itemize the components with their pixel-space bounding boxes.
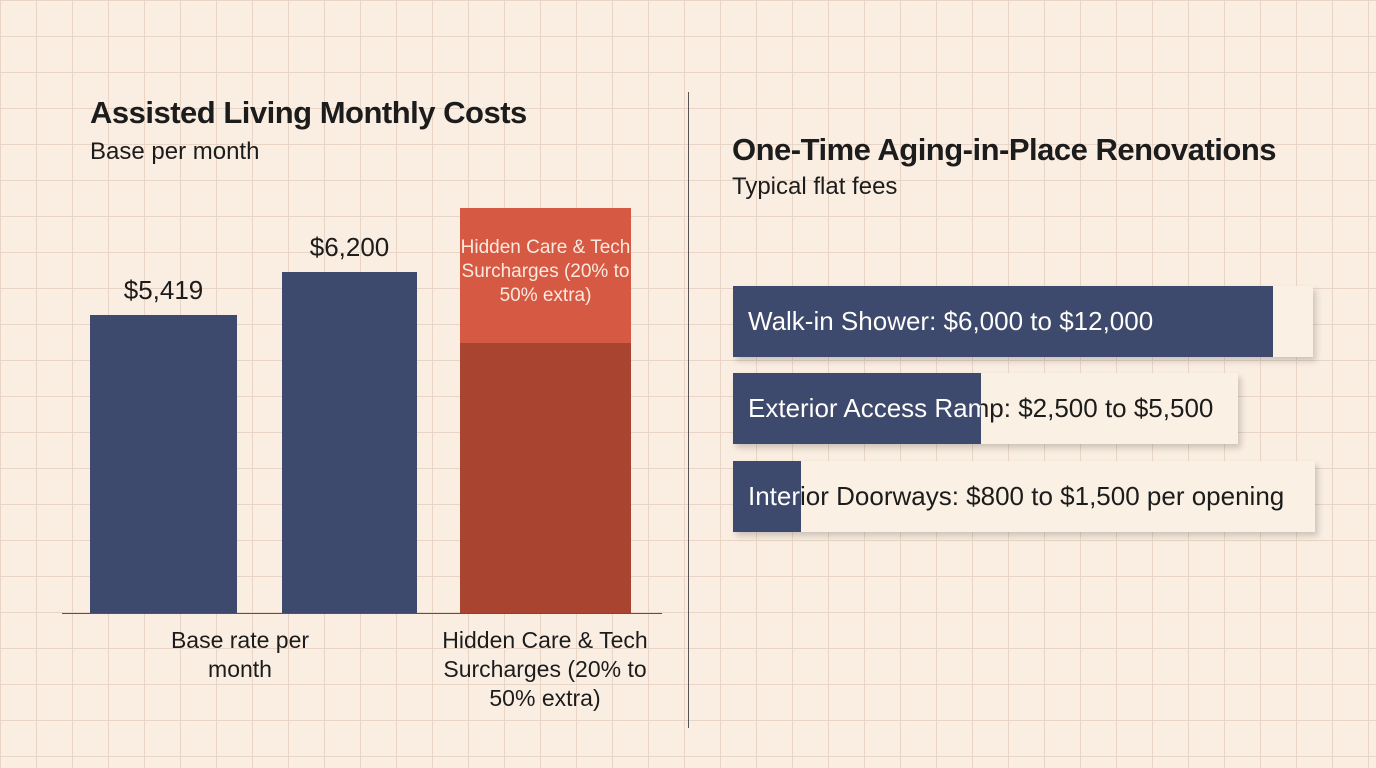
bar <box>460 343 631 613</box>
bar-label: Exterior Access Ramp: $2,500 to $5,500 <box>748 393 1214 423</box>
bar-label: Walk-in Shower: $6,000 to $12,000 <box>748 306 1154 336</box>
bar <box>733 373 981 444</box>
value-label: $6,200 <box>309 231 390 262</box>
value-label: $5,419 <box>123 274 204 305</box>
bar <box>733 461 801 532</box>
bar-label-on-bar: Walk-in Shower: $6,000 to $12,000 <box>748 306 1154 336</box>
label-box <box>733 461 1315 532</box>
divider <box>688 92 689 728</box>
baseline <box>62 613 662 614</box>
x-tick-label: Hidden Care & Tech Surcharges (20% to 50… <box>442 627 648 711</box>
bar <box>460 207 631 344</box>
bar-label: Hidden Care & Tech Surcharges (20% to 50… <box>460 236 631 306</box>
bar <box>733 286 1273 357</box>
x-tick-label: Base rate per month <box>170 627 310 682</box>
chart-title: One-Time Aging-in-Place Renovations <box>732 132 1277 167</box>
chart-subtitle: Base per month <box>90 138 260 165</box>
chart-title: Assisted Living Monthly Costs <box>90 95 527 130</box>
bar <box>282 271 417 613</box>
bar <box>90 314 237 613</box>
chart-subtitle: Typical flat fees <box>732 173 898 200</box>
bar-label: Interior Doorways: $800 to $1,500 per op… <box>748 481 1285 511</box>
